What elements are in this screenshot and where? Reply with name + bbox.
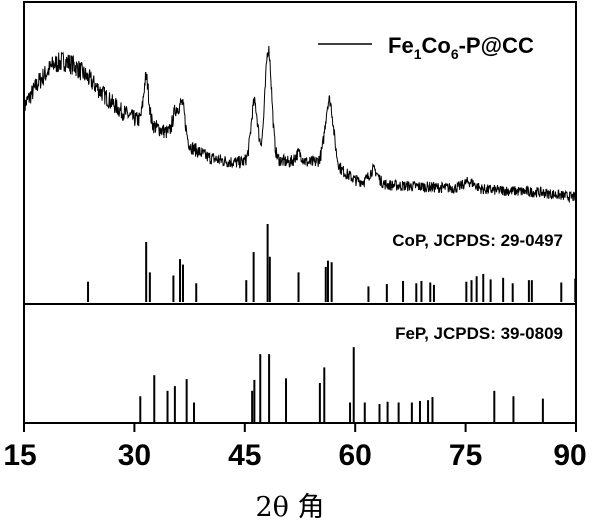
cop-reference-label: CoP, JCPDS: 29-0497 bbox=[392, 231, 563, 250]
x-tick-label: 30 bbox=[118, 439, 151, 472]
x-tick-label: 75 bbox=[449, 439, 482, 472]
plot-frame bbox=[23, 1, 577, 424]
pattern-series bbox=[23, 45, 577, 204]
cop-reference-lines bbox=[87, 224, 577, 302]
x-axis-ticks bbox=[23, 423, 577, 432]
legend: Fe1Co6-P@CC bbox=[318, 33, 534, 62]
x-tick-label: 45 bbox=[228, 439, 261, 472]
x-axis-title: 2θ 角 bbox=[255, 492, 324, 523]
x-tick-label: 90 bbox=[553, 439, 586, 472]
legend-label: Fe1Co6-P@CC bbox=[388, 33, 534, 62]
fep-reference-lines bbox=[139, 347, 544, 422]
x-tick-label: 60 bbox=[339, 439, 372, 472]
pattern-line bbox=[23, 45, 577, 204]
x-axis-tick-labels: 15 30 45 60 75 90 bbox=[3, 439, 586, 472]
x-tick-label: 15 bbox=[3, 439, 36, 472]
fep-reference-label: FeP, JCPDS: 39-0809 bbox=[395, 324, 563, 343]
